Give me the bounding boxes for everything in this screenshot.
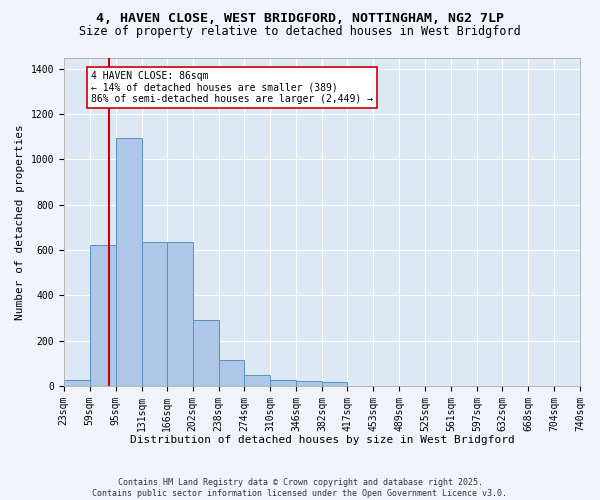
Bar	[271, 380, 296, 386]
Bar	[116, 138, 142, 386]
Bar	[244, 374, 271, 386]
Bar	[322, 382, 347, 386]
Text: 4, HAVEN CLOSE, WEST BRIDGFORD, NOTTINGHAM, NG2 7LP: 4, HAVEN CLOSE, WEST BRIDGFORD, NOTTINGH…	[96, 12, 504, 26]
Text: 4 HAVEN CLOSE: 86sqm
← 14% of detached houses are smaller (389)
86% of semi-deta: 4 HAVEN CLOSE: 86sqm ← 14% of detached h…	[91, 71, 373, 104]
Bar	[218, 360, 244, 386]
Bar	[64, 380, 89, 386]
Bar	[89, 246, 116, 386]
X-axis label: Distribution of detached houses by size in West Bridgford: Distribution of detached houses by size …	[130, 435, 514, 445]
Text: Size of property relative to detached houses in West Bridgford: Size of property relative to detached ho…	[79, 25, 521, 38]
Bar	[142, 242, 167, 386]
Bar	[296, 382, 322, 386]
Y-axis label: Number of detached properties: Number of detached properties	[15, 124, 25, 320]
Bar	[193, 320, 218, 386]
Text: Contains HM Land Registry data © Crown copyright and database right 2025.
Contai: Contains HM Land Registry data © Crown c…	[92, 478, 508, 498]
Bar	[167, 242, 193, 386]
